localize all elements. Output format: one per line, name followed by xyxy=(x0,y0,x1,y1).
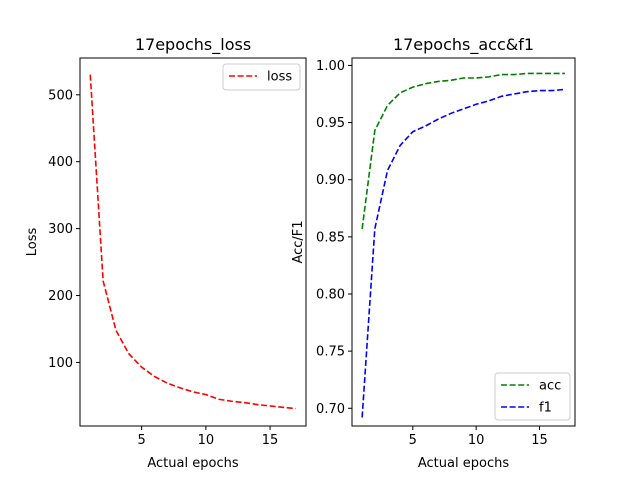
x-tick-label: 5 xyxy=(137,433,145,448)
x-axis-label: Actual epochs xyxy=(418,456,509,471)
y-axis-label: Acc/F1 xyxy=(291,220,306,263)
series-line-f1 xyxy=(361,88,565,418)
y-axis-label: Loss xyxy=(25,228,40,257)
series-line-loss xyxy=(89,74,296,410)
y-tick-label: 300 xyxy=(48,222,73,237)
x-axis-label: Actual epochs xyxy=(147,456,238,471)
y-tick-label: 200 xyxy=(48,289,73,304)
y-tick-label: 0.70 xyxy=(316,402,345,417)
legend-box xyxy=(222,63,301,91)
plot-frame-0 xyxy=(79,57,307,427)
x-tick-label: 15 xyxy=(262,433,279,448)
x-tick-label: 15 xyxy=(531,433,548,448)
legend-label-f1: f1 xyxy=(539,401,552,416)
y-tick-label: 0.90 xyxy=(316,173,345,188)
y-tick-label: 400 xyxy=(48,155,73,170)
x-tick-label: 5 xyxy=(409,433,417,448)
series-line-acc xyxy=(361,72,565,229)
y-tick-label: 0.95 xyxy=(316,116,345,131)
y-tick-label: 100 xyxy=(48,356,73,371)
x-tick-label: 10 xyxy=(468,433,485,448)
chart-title: 17epochs_loss xyxy=(135,35,251,55)
y-tick-label: 1.00 xyxy=(316,59,345,74)
y-tick-label: 0.80 xyxy=(316,288,345,303)
y-tick-label: 0.85 xyxy=(316,230,345,245)
y-tick-label: 0.75 xyxy=(316,345,345,360)
legend-label-loss: loss xyxy=(267,70,292,85)
plot-frame-1 xyxy=(351,57,576,427)
x-tick-label: 10 xyxy=(198,433,215,448)
chart-title: 17epochs_acc&f1 xyxy=(393,35,534,55)
y-tick-label: 500 xyxy=(48,88,73,103)
legend-label-acc: acc xyxy=(539,379,561,394)
